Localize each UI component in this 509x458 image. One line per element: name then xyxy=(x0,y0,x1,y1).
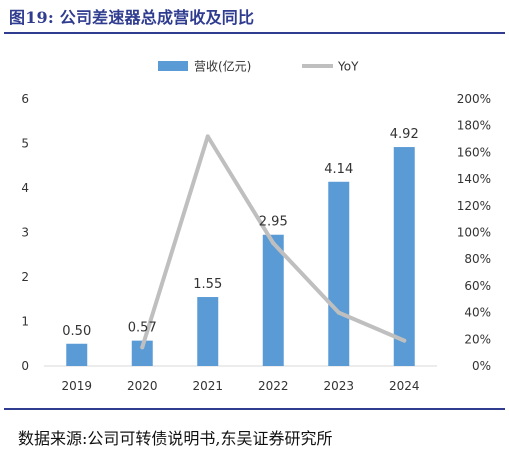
right-tick-label: 160% xyxy=(457,145,491,159)
right-tick-label: 20% xyxy=(464,332,491,346)
bar-data-labels: 0.50 0.57 1.55 2.95 4.14 4.92 xyxy=(62,127,418,339)
yoy-point xyxy=(205,134,210,139)
left-y-axis: 0 1 2 3 4 5 6 xyxy=(21,92,29,373)
x-tick-label: 2020 xyxy=(127,379,158,393)
bar xyxy=(66,343,88,366)
x-tick-label: 2024 xyxy=(389,379,420,393)
x-tick-label: 2019 xyxy=(61,379,92,393)
yoy-line-series xyxy=(140,134,407,350)
bar xyxy=(262,234,284,366)
right-tick-label: 140% xyxy=(457,172,491,186)
yoy-point xyxy=(336,310,341,315)
chart-legend: 营收(亿元) YoY xyxy=(158,59,359,74)
top-rule xyxy=(4,32,505,34)
left-tick-label: 3 xyxy=(21,226,29,240)
revenue-bars xyxy=(66,147,415,366)
x-tick-label: 2023 xyxy=(323,379,354,393)
bar-value-label: 4.92 xyxy=(390,127,419,142)
right-tick-label: 40% xyxy=(464,306,491,320)
left-tick-label: 0 xyxy=(21,359,29,373)
bar-value-label: 1.55 xyxy=(193,277,222,292)
right-tick-label: 80% xyxy=(464,252,491,266)
bottom-rule xyxy=(4,408,505,410)
left-tick-label: 6 xyxy=(21,92,29,106)
right-tick-label: 60% xyxy=(464,279,491,293)
right-tick-label: 100% xyxy=(457,226,491,240)
bar xyxy=(328,181,350,366)
bar-value-label: 0.57 xyxy=(128,321,157,336)
x-tick-label: 2022 xyxy=(258,379,289,393)
legend-label-revenue: 营收(亿元) xyxy=(194,59,251,74)
bar xyxy=(393,147,415,366)
right-tick-label: 0% xyxy=(472,359,491,373)
right-tick-label: 200% xyxy=(457,92,491,106)
left-tick-label: 2 xyxy=(21,270,29,284)
bar-value-label: 0.50 xyxy=(62,324,91,339)
left-tick-label: 5 xyxy=(21,137,29,151)
source-note: 数据来源:公司可转债说明书,东吴证券研究所 xyxy=(18,429,333,448)
legend-swatch-revenue xyxy=(158,61,188,71)
right-tick-label: 180% xyxy=(457,119,491,133)
x-tick-label: 2021 xyxy=(192,379,223,393)
yoy-point xyxy=(140,345,145,350)
bar-value-label: 4.14 xyxy=(324,162,353,177)
yoy-point xyxy=(402,338,407,343)
right-y-axis: 0% 20% 40% 60% 80% 100% 120% 140% 160% 180% 200% xyxy=(457,92,491,373)
legend-label-yoy: YoY xyxy=(337,60,359,74)
right-tick-label: 120% xyxy=(457,199,491,213)
bar xyxy=(197,297,219,366)
figure-title: 图19: 公司差速器总成营收及同比 xyxy=(9,8,255,27)
yoy-point xyxy=(271,241,276,246)
bar-value-label: 2.95 xyxy=(259,215,288,230)
x-axis: 2019 2020 2021 2022 2023 2024 xyxy=(61,379,419,393)
left-tick-label: 1 xyxy=(21,315,29,329)
left-tick-label: 4 xyxy=(21,181,29,195)
bar xyxy=(131,340,153,366)
